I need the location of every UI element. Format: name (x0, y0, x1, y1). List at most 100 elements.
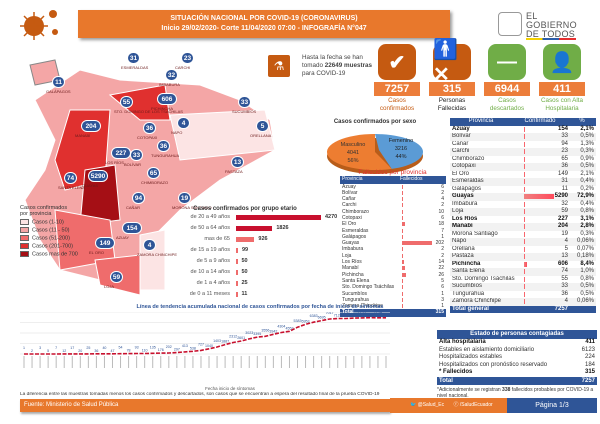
trend-chart-title: Línea de tendencia acumulada nacional de… (136, 304, 384, 310)
deceased-bar (402, 203, 403, 208)
province-row: Sto. Domingo Tsáchilas 55 0,8% (450, 275, 596, 283)
age-group-label: de 50 a 64 años (190, 225, 230, 231)
legend-swatch (20, 243, 29, 249)
legend-item: Casos (51-200) (20, 235, 78, 243)
trend-data-label: 7239 (358, 312, 366, 314)
trend-data-label: 17 (70, 346, 74, 350)
date-tick-label (55, 356, 57, 368)
deceased-bar (402, 247, 403, 252)
trend-data-label: 413 (182, 344, 188, 348)
deceased-row: Tungurahua 3 (342, 296, 444, 303)
province-bar (524, 224, 526, 229)
age-value: 926 (258, 236, 268, 242)
trend-data-label: 12 (62, 349, 66, 353)
trend-data-label: 78 (127, 349, 131, 353)
province-count-bubble: 94 (132, 192, 145, 204)
date-tick-label (120, 356, 122, 368)
virus-icon (18, 6, 62, 42)
deceased-row: Galápagos 1 (342, 233, 444, 240)
province-row: Orellana 5 0,07% (450, 245, 596, 253)
date-tick-label (79, 356, 81, 368)
age-bar (236, 226, 273, 231)
date-tick-label (103, 356, 105, 368)
province-row: Imbabura 32 0,4% (450, 200, 596, 208)
deceased-bar (402, 215, 403, 220)
date-tick-label (160, 356, 162, 368)
date-tick-label (329, 356, 331, 368)
age-value: 50 (241, 258, 248, 264)
deceased-bar (402, 266, 406, 271)
province-row: Manabí 204 2,8% (450, 223, 596, 231)
trend-data-label: 727 (198, 342, 204, 346)
header-banner: SITUACIÓN NACIONAL POR COVID-19 (CORONAV… (78, 10, 450, 38)
date-tick-label (95, 356, 97, 368)
deceased-bar (402, 184, 403, 189)
date-tick-label (39, 356, 41, 368)
sex-pie-chart: Masculino 4041 56% Femenino 3216 44% (327, 134, 423, 174)
logo-flag-bar (526, 38, 576, 40)
province-row: Esmeraldas 31 0,4% (450, 178, 596, 186)
province-count-bubble: 606 (157, 93, 177, 105)
checkmark-icon: ✔ (378, 44, 416, 80)
province-label: ORELLANA (250, 133, 272, 138)
legend-swatch (20, 227, 29, 233)
deceased-bar (402, 234, 403, 239)
date-tick-label (361, 356, 363, 368)
trend-data-label: 7017 (326, 312, 334, 315)
province-bar (524, 254, 525, 259)
svg-text:56%: 56% (347, 158, 358, 164)
province-count-bubble: 13 (231, 156, 244, 168)
trend-data-label: 538 (190, 346, 196, 350)
samples-text: Hasta la fecha se han tomado 22649 muest… (302, 54, 373, 77)
trend-data-label: 40 (102, 346, 106, 350)
legend-swatch (20, 219, 29, 225)
province-label: ESMERALDAS (121, 65, 149, 70)
deceased-row: Sucumbíos 1 (342, 290, 444, 297)
deceased-bar (402, 297, 403, 302)
trend-data-label: 5 (47, 349, 49, 353)
province-label: AZUAY (116, 235, 130, 240)
age-value: 4270 (325, 214, 338, 220)
deceased-row: Zamora Chinchipe 1 (342, 303, 444, 310)
province-count-bubble: 36 (143, 122, 156, 134)
province-row: Cotopaxi 36 0,5% (450, 163, 596, 171)
facebook-link[interactable]: /SaludEcuador (459, 402, 493, 408)
deceased-bar (402, 278, 403, 283)
age-group-label: de 20 a 49 años (190, 214, 230, 220)
status-table-title: Estado de personas contagiadas (437, 330, 597, 339)
province-count-bubble: 32 (165, 69, 178, 81)
header-subtitle: Inicio 29/02/2020- Corte 11/04/2020 07:0… (161, 25, 367, 32)
trend-data-label: 110 (142, 348, 148, 352)
date-tick-label (280, 356, 282, 368)
trend-data-label: 3942 (269, 329, 277, 333)
minus-icon: — (488, 44, 526, 80)
government-logo: EL GOBIERNO DE TODOS (496, 10, 596, 40)
province-bar (524, 156, 525, 162)
province-bar (524, 164, 525, 169)
date-tick-label (264, 356, 266, 368)
coat-of-arms-icon (498, 12, 522, 36)
trend-data-label: 6695 (318, 316, 326, 320)
test-tube-icon: ⚗ (268, 55, 290, 77)
status-row: Estables en aislamiento domiciliario 612… (439, 346, 595, 353)
trend-data-label: 2601 (237, 336, 245, 340)
legend-item: Casos (11 - 50) (20, 227, 78, 235)
date-tick-label (184, 356, 186, 368)
status-row: Hospitalizados con pronóstico reservado … (439, 361, 595, 368)
twitter-link[interactable]: @Salud_Ec (417, 402, 445, 408)
date-tick-label (192, 356, 194, 368)
province-count-bubble: 31 (127, 52, 140, 64)
deceased-bar (402, 291, 403, 296)
province-row: Chimborazo 65 0,9% (450, 155, 596, 163)
age-group-label: de 1 a 4 años (196, 280, 230, 286)
date-tick-label (144, 356, 146, 368)
kpi-value: 411 (539, 82, 585, 96)
header-title: SITUACIÓN NACIONAL POR COVID-19 (CORONAV… (170, 15, 358, 22)
trend-data-label: 1887 (221, 340, 229, 344)
kpi-label: Casos descartados (489, 97, 525, 112)
deceased-bar (402, 190, 403, 195)
province-count-bubble: 33 (238, 96, 251, 108)
deceased-row: Manabí 22 (342, 265, 444, 272)
social-bar: 🐦 @Salud_Ec ⓕ /SaludEcuador (390, 398, 507, 413)
province-bar (524, 216, 526, 222)
